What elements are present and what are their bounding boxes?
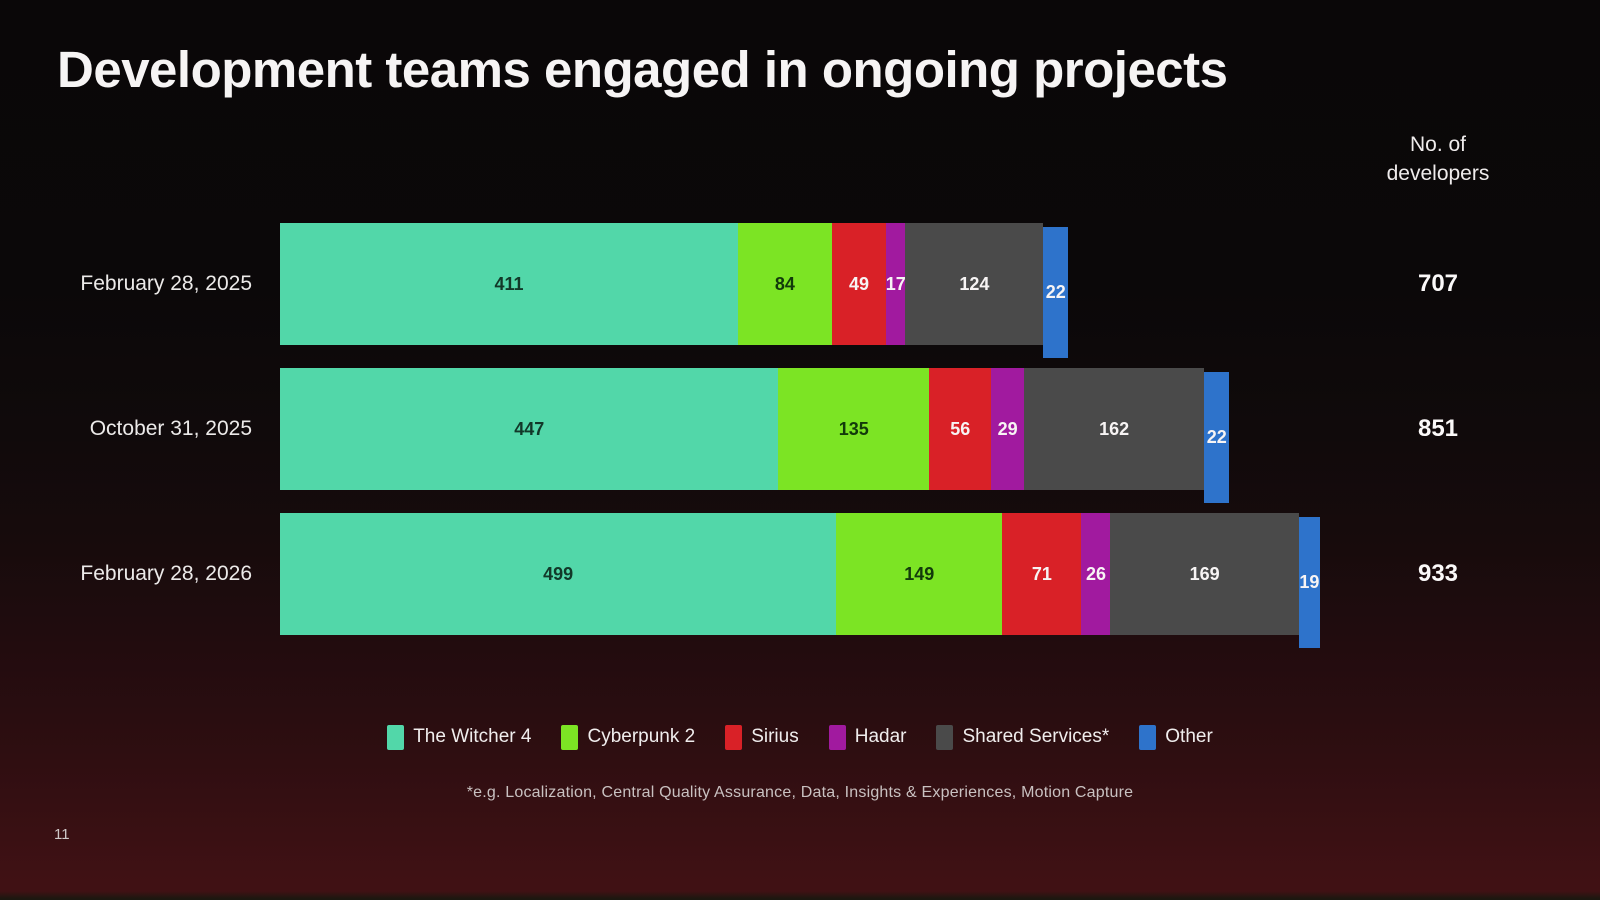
segment-value-label: 149 [904,563,935,584]
segment-value-label: 71 [1031,563,1052,584]
segment-value-label: 84 [774,273,795,294]
stacked-bar: 447 135 56 29 162 22 [280,368,1229,503]
stacked-bar: 411 84 49 17 124 22 [280,223,1068,358]
segment-value-label: 19 [1299,572,1320,592]
bar-segment-hadar: 17 [885,223,906,345]
segment-value-label: 17 [885,273,906,294]
bar-segment-cyberpunk-2: 149 [836,513,1003,635]
chart-row: February 28, 2026 499 149 71 26 169 19 933 [0,513,1600,648]
bar-segment-the-witcher-4: 499 [280,513,837,635]
segment-value-label: 29 [997,418,1018,439]
legend-label: Cyberpunk 2 [587,726,696,747]
bar-segment-hadar: 29 [991,368,1024,490]
legend-swatch-sirius [725,724,743,750]
segment-value-label: 135 [838,418,869,439]
legend-item-other: Other [1139,724,1213,750]
segment-value-label: 22 [1206,427,1227,447]
segment-value-label: 22 [1045,282,1066,302]
bar-segment-other: 22 [1043,227,1068,358]
legend-item-sirius: Sirius [725,724,799,750]
segment-value-label: 124 [959,273,990,294]
bar-segment-the-witcher-4: 411 [280,223,739,345]
segment-value-label: 447 [514,418,545,439]
bar-segment-sirius: 49 [831,223,887,345]
bar-segment-shared-services: 162 [1023,368,1205,490]
bar-segment-sirius: 56 [929,368,992,490]
row-total: 707 [1417,270,1459,297]
segment-value-label: 499 [543,563,574,584]
bar-segment-other: 19 [1298,517,1320,648]
legend-item-hadar: Hadar [828,724,907,750]
legend-item-cyberpunk-2: Cyberpunk 2 [561,724,696,750]
legend-label: Hadar [854,726,907,747]
bar-segment-cyberpunk-2: 135 [778,368,930,490]
segment-value-label: 56 [950,418,971,439]
segment-value-label: 169 [1189,563,1220,584]
row-label: February 28, 2025 [80,272,252,295]
legend-label: Other [1165,726,1213,747]
legend-swatch-hadar [828,724,846,750]
bar-segment-sirius: 71 [1002,513,1082,635]
bottom-edge-strip [0,891,1600,900]
chart-row: February 28, 2025 411 84 49 17 124 22 707 [0,223,1600,358]
developers-column-header-line1: No. of [1409,133,1467,156]
developers-column-header: No. of developers [1352,130,1524,188]
page-number: 11 [54,826,70,843]
row-label: February 28, 2026 [80,562,252,585]
row-total: 933 [1417,560,1459,587]
bar-segment-shared-services: 124 [905,223,1044,345]
segment-value-label: 49 [849,273,870,294]
segment-value-label: 26 [1085,563,1106,584]
row-label: October 31, 2025 [89,417,252,440]
row-total: 851 [1417,415,1459,442]
developers-column-header-line2: developers [1386,162,1490,185]
segment-value-label: 162 [1099,418,1130,439]
page-title: Development teams engaged in ongoing pro… [57,41,1228,98]
segment-value-label: 411 [494,273,524,294]
legend-label: Sirius [751,726,799,747]
stacked-bar-chart: February 28, 2025 411 84 49 17 124 22 707 Octobe… [0,223,1600,648]
footnote: *e.g. Localization, Central Quality Assu… [466,784,1134,801]
chart-legend: The Witcher 4 Cyberpunk 2 Sirius Hadar Share… [0,722,1600,752]
chart-row: October 31, 2025 447 135 56 29 162 22 851 [0,368,1600,503]
bar-segment-shared-services: 169 [1110,513,1299,635]
bar-segment-hadar: 26 [1081,513,1111,635]
legend-swatch-the-witcher-4 [387,724,405,750]
legend-item-the-witcher-4: The Witcher 4 [387,724,532,750]
legend-swatch-other [1139,724,1157,750]
bar-segment-cyberpunk-2: 84 [738,223,832,345]
legend-swatch-shared-services [936,724,954,750]
legend-label: Shared Services* [962,726,1110,747]
legend-label: The Witcher 4 [413,726,532,747]
bar-segment-other: 22 [1204,372,1229,503]
legend-swatch-cyberpunk-2 [561,724,579,750]
bar-segment-the-witcher-4: 447 [280,368,779,490]
legend-item-shared-services: Shared Services* [936,724,1110,750]
stacked-bar: 499 149 71 26 169 19 [280,513,1320,648]
